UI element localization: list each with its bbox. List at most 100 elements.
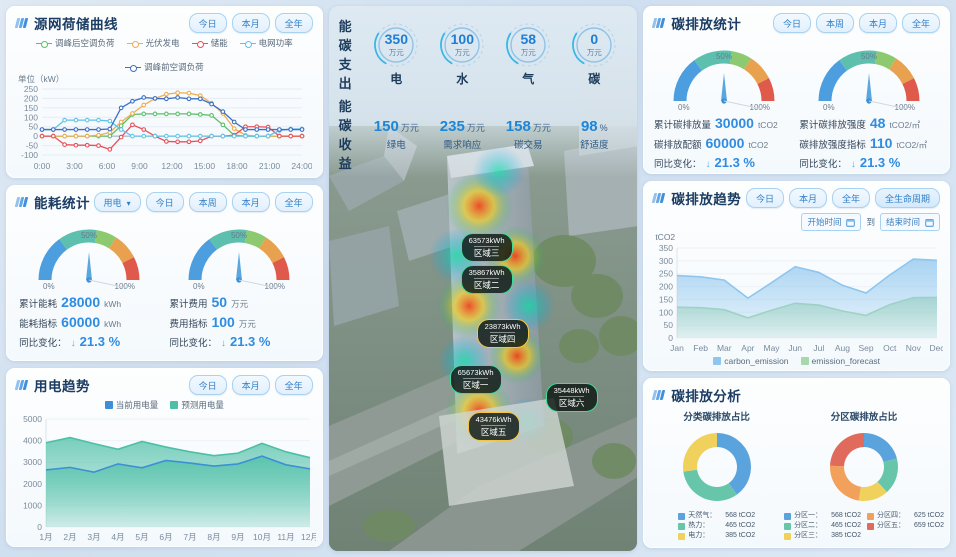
donut-legend-item[interactable]: 分区一： 568 tCO2 — [784, 511, 861, 521]
donut-legend-item[interactable]: 电力： 385 tCO2 — [678, 531, 755, 541]
legend-marker — [239, 40, 256, 48]
income-value-row: 158 万元 — [506, 118, 551, 136]
range-button-today[interactable]: 今日 — [145, 192, 184, 212]
zone-tag[interactable]: 35867kWh 区域二 — [460, 265, 513, 295]
svg-text:6月: 6月 — [159, 532, 172, 542]
svg-text:50%: 50% — [861, 52, 877, 61]
income-item: 158 万元 碳交易 — [495, 118, 561, 151]
gauge-stat-label: 累计费用 — [169, 299, 208, 310]
gauge-stat-row: 费用指标 100 万元 — [169, 312, 309, 332]
gauge-stat-label: 碳排放配额 — [653, 140, 702, 152]
range-button-today[interactable]: 今日 — [745, 188, 784, 208]
svg-text:5000: 5000 — [23, 414, 42, 424]
gauge-energy-1: 50% 0% 100% 累计费用 50 万元 费用指标 100 万元 同比变化：… — [169, 218, 309, 351]
svg-text:Apr: Apr — [742, 343, 755, 353]
range-button-week[interactable]: 本周 — [815, 13, 854, 33]
carbon-trend-panel: 碳排放趋势 今日 本月 全年 全生命周期 开始时间 到 — [643, 181, 950, 371]
svg-text:24:00: 24:00 — [291, 161, 312, 171]
donut-svg — [682, 433, 751, 501]
income-value-row: 98% — [581, 118, 608, 136]
donut-legend-item[interactable]: 天然气： 568 tCO2 — [678, 511, 755, 521]
zone-name: 区域三 — [473, 246, 500, 259]
svg-text:250: 250 — [24, 85, 38, 94]
legend-item[interactable]: 预测用电量 — [170, 399, 224, 411]
legend-item[interactable]: 储能 — [191, 37, 228, 49]
legend-item[interactable]: carbon_emission — [713, 356, 789, 366]
income-value-row: 235 万元 — [440, 118, 485, 136]
building-3d-view[interactable]: 能碳支出 350 万元 电 100 万元 水 — [328, 6, 638, 551]
legend-item[interactable]: emission_forecast — [800, 356, 881, 366]
zone-tag[interactable]: 43476kWh 区域五 — [467, 412, 520, 442]
range-button-year[interactable]: 全年 — [274, 375, 313, 395]
gauge-stat-row: 累计碳排放量 30000 tCO2 — [654, 113, 794, 133]
title-bars-icon — [652, 14, 666, 32]
ring-gauge: 0 万元 — [571, 22, 617, 68]
legend-item[interactable]: 电网功率 — [239, 37, 293, 49]
gauge-dial: 50% 0% 100% — [818, 50, 920, 112]
left-column: 源网荷储曲线 今日 本月 全年 调峰后空调负荷 光伏发电 储能 电网功率 调峰前空调负荷… — [6, 6, 323, 551]
legend-value: 568 tCO2 — [725, 512, 756, 519]
line-chart: -100 -50 0 50 100 150 200 250 0:00 3:00 6:00 9:00 12… — [6, 85, 323, 177]
zone-tag[interactable]: 23873kWh 区域四 — [476, 319, 529, 349]
date-range-row: 开始时间 到 结束时间 — [643, 210, 950, 231]
range-buttons: 今日 本月 全年 — [188, 13, 313, 33]
range-button-year[interactable]: 全年 — [831, 188, 870, 208]
range-button-year[interactable]: 全年 — [901, 13, 940, 33]
svg-text:Dec: Dec — [930, 343, 944, 353]
range-button-year[interactable]: 全年 — [274, 13, 313, 33]
svg-text:50%: 50% — [231, 231, 247, 240]
range-button-today[interactable]: 今日 — [772, 13, 811, 33]
legend-item[interactable]: 光伏发电 — [126, 37, 180, 49]
range-button-month[interactable]: 本月 — [231, 13, 270, 33]
range-button-week[interactable]: 本周 — [188, 192, 227, 212]
donut-legend-item[interactable]: 分区二： 465 tCO2 — [784, 521, 861, 531]
energy-type-dropdown[interactable]: 用电 — [93, 192, 141, 212]
panel-header: 碳排放统计 今日 本周 本月 全年 — [643, 6, 950, 35]
svg-text:100: 100 — [24, 112, 38, 122]
legend-label: emission_forecast — [811, 356, 881, 366]
zone-tag[interactable]: 35448kWh 区域六 — [545, 383, 598, 413]
range-button-month[interactable]: 本月 — [231, 192, 270, 212]
svg-text:May: May — [764, 343, 781, 353]
range-button-today[interactable]: 今日 — [188, 375, 227, 395]
svg-text:7月: 7月 — [183, 532, 196, 542]
gauge-change-label: 同比变化： — [799, 158, 847, 170]
panel-header: 碳排放分析 — [643, 378, 950, 407]
gauge-change-label: 同比变化： — [169, 337, 217, 349]
expense-caption: 水 — [456, 71, 469, 86]
range-button-month[interactable]: 本月 — [858, 13, 897, 33]
zone-value: 35448kWh — [553, 386, 590, 395]
legend-label: 热力： — [688, 522, 710, 530]
legend-item[interactable]: 调峰后空调负荷 — [36, 37, 115, 49]
donut-legend-item[interactable]: 分区五： 659 tCO2 — [867, 521, 944, 531]
gauge-energy-0: 50% 0% 100% 累计能耗 28000 kWh 能耗指标 60000 kW… — [19, 218, 159, 351]
svg-text:11月: 11月 — [277, 532, 294, 542]
donut-legend-item[interactable]: 热力： 465 tCO2 — [678, 521, 755, 531]
chart-legend: 调峰后空调负荷 光伏发电 储能 电网功率调峰前空调负荷 — [6, 35, 323, 73]
title-bars-icon — [14, 14, 28, 32]
range-button-month[interactable]: 本月 — [788, 188, 827, 208]
panel-header: 用电趋势 今日 本月 全年 — [6, 368, 323, 397]
gauge-stat-row: 累计费用 50 万元 — [169, 292, 309, 312]
gauge-change-row: 同比变化： ↓ 21.3 % — [654, 154, 794, 173]
expense-item: 0 万元 碳 — [561, 22, 627, 87]
donut-legend-item[interactable]: 分区四： 625 tCO2 — [867, 511, 944, 521]
range-button-month[interactable]: 本月 — [231, 375, 270, 395]
zone-tag[interactable]: 65673kWh 区域一 — [449, 365, 502, 395]
ring-gauge: 100 万元 — [439, 22, 485, 68]
start-date-input[interactable]: 开始时间 — [801, 213, 862, 231]
range-button-today[interactable]: 今日 — [188, 13, 227, 33]
range-buttons: 今日 本周 本月 全年 — [772, 13, 940, 33]
svg-text:3月: 3月 — [87, 532, 100, 542]
legend-item[interactable]: 当前用电量 — [104, 399, 158, 411]
expense-caption: 电 — [390, 71, 403, 86]
zone-tag[interactable]: 63573kWh 区域三 — [460, 233, 513, 263]
donut-legend-item[interactable]: 分区三： 385 tCO2 — [784, 531, 861, 541]
title-bars-icon — [652, 189, 666, 207]
gauge-stat-unit: 万元 — [238, 319, 256, 330]
range-button-year[interactable]: 全年 — [274, 192, 313, 212]
ring-arc — [572, 22, 617, 67]
legend-item[interactable]: 调峰前空调负荷 — [125, 61, 204, 73]
end-date-input[interactable]: 结束时间 — [879, 213, 940, 231]
range-button-lifecycle[interactable]: 全生命周期 — [874, 188, 940, 208]
